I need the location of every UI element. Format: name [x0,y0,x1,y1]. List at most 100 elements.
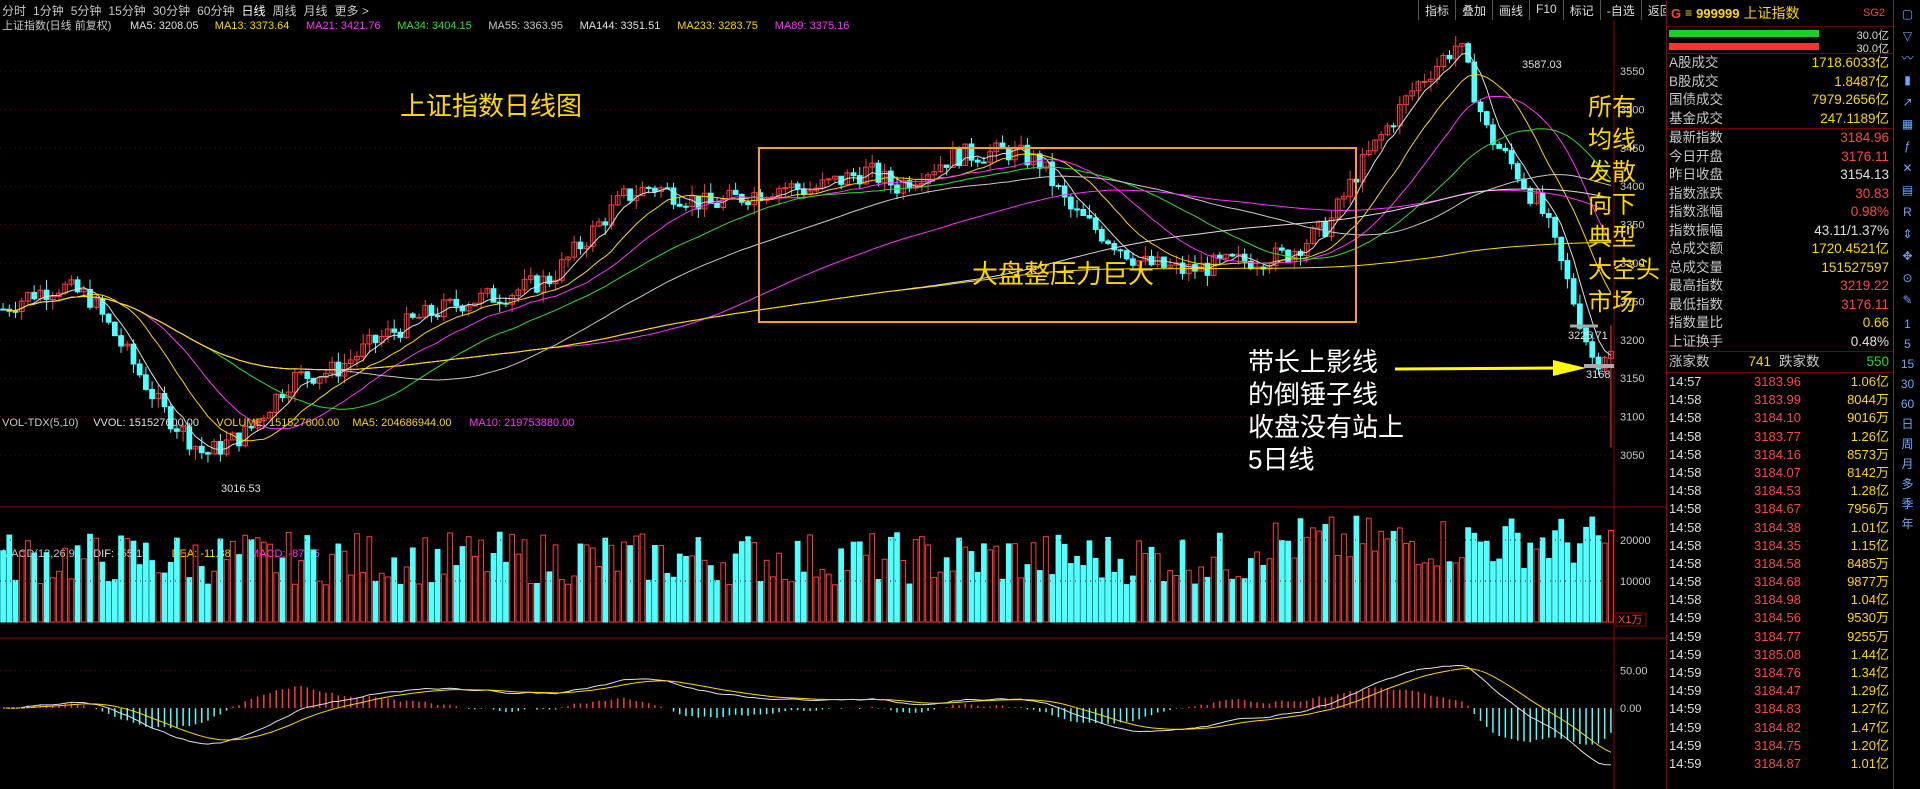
force-bar-row: 30.0亿 [1667,40,1893,55]
pin-icon[interactable]: ⊙ [1902,271,1913,285]
candle-body [217,441,224,455]
tool-button-4[interactable]: 标记 [1562,0,1600,20]
tick-price: 3184.76 [1754,665,1801,680]
period-shortcut[interactable]: 30 [1900,377,1915,391]
volume-bar [589,547,596,623]
candle-body [12,310,19,313]
tab-period-5[interactable]: 60分钟 [197,4,235,18]
candle-body [31,291,38,300]
tab-period-4[interactable]: 30分钟 [152,4,191,18]
candle-body [478,292,484,304]
tick-row: 14:58 3184.53 1.28亿 [1667,482,1893,500]
pen-icon[interactable]: ✎ [1902,293,1913,307]
period-shortcut[interactable]: 60 [1900,397,1915,411]
period-shortcut[interactable]: 月 [1901,457,1914,471]
candle-body [397,331,404,338]
tick-volume: 8573万 [1847,446,1889,462]
arrow-head [1553,360,1586,376]
chart-bar-icon[interactable]: ▮ [1904,73,1911,87]
low-price-label: 3016.53 [221,483,261,495]
tab-period-8[interactable]: 月线 [303,4,328,18]
indicator-value: VOLUME: 151527600.00 [216,417,339,429]
tool-button-3[interactable]: F10 [1529,0,1563,20]
period-shortcut[interactable]: 15 [1900,357,1915,371]
down-icon[interactable]: ▽ [1902,29,1913,43]
tab-period-1[interactable]: 1分钟 [33,4,64,18]
volume-bar [993,545,1000,623]
tick-row: 14:59 3184.77 9255万 [1667,628,1893,646]
scale-icon[interactable]: ⇕ [1902,227,1913,241]
tab-period-3[interactable]: 15分钟 [108,4,146,18]
tool-button-6[interactable]: 返回 [1640,0,1678,20]
candle-body [931,171,938,176]
volume-bar [149,560,155,623]
candle-body [776,188,782,198]
period-shortcut[interactable]: 周 [1901,437,1914,451]
consolidation-box [758,147,1357,323]
tick-volume: 8044万 [1847,392,1889,408]
volume-bar [1539,537,1546,623]
tool-button-0[interactable]: 指标 [1418,0,1455,20]
volume-bar [1459,557,1465,623]
tab-period-2[interactable]: 5分钟 [70,4,102,18]
period-shortcut[interactable]: 季 [1901,497,1914,511]
hammer-note-line: 带长上影线 [1248,347,1378,377]
stat-row: 国债成交 7979.2656亿 [1667,91,1893,110]
volume-bar [1229,578,1236,623]
tick-time: 14:59 [1669,665,1702,680]
candle-body [1595,356,1602,370]
restore-icon[interactable]: ▢ [1901,7,1914,21]
candle-body [1086,214,1093,219]
tick-row: 14:58 3183.77 1.26亿 [1667,428,1893,446]
volume-bar [633,535,640,623]
rsi-icon[interactable]: R [1903,205,1912,219]
volume-bar [1328,516,1335,623]
candle-body [1483,111,1490,126]
period-shortcut[interactable]: 1 [1904,317,1911,331]
period-shortcut[interactable]: 5 [1904,337,1911,351]
fx-icon[interactable]: ƒ [1904,139,1911,153]
period-shortcut[interactable]: 多 [1901,477,1914,491]
volume-bar [1564,542,1571,623]
volume-bar [1136,540,1142,623]
volume-bar [1608,529,1614,623]
stat-row: 昨日收盘 3154.13 [1667,166,1893,185]
volume-bar [1185,569,1192,623]
grid-icon[interactable]: ▦ [1901,117,1914,131]
candle-body [260,417,267,421]
tool-button-5[interactable]: -自选 [1599,0,1641,20]
chart-up-icon[interactable]: ↗ [1902,95,1913,109]
tool-button-1[interactable]: 叠加 [1455,0,1492,20]
volume-bar [1552,530,1558,623]
volume-bar [614,570,621,623]
period-shortcut[interactable]: 日 [1901,417,1914,431]
last-price-label: 3168 [1586,369,1610,381]
tab-period-9[interactable]: 更多 > [334,4,369,18]
volume-bar [1266,558,1273,623]
tool-button-2[interactable]: 画线 [1492,0,1529,20]
kline-chart[interactable]: 3550 3500 3450 3400 3350 3300 3250 3200 3150 3100… [0,20,1666,789]
chart-line-icon[interactable]: 〰 [1901,51,1914,65]
stat-value: 30.83 [1855,185,1889,201]
tick-volume: 1.44亿 [1850,646,1889,662]
tick-list[interactable]: 14:57 3183.96 1.06亿 14:58 3183.99 8044万 14:58 3… [1667,373,1893,773]
tick-row: 14:59 3184.75 1.20亿 [1667,737,1893,755]
tick-row: 14:58 3184.58 8485万 [1667,555,1893,573]
volume-tick: 20000 [1620,535,1651,547]
ma-line [3,128,1612,410]
chart-x-icon[interactable]: ✕ [1902,161,1913,175]
volume-bar [105,581,112,623]
volume-bar [534,582,540,623]
volume-bar [1341,533,1347,623]
tab-period-7[interactable]: 周线 [272,4,297,18]
table-icon[interactable]: ▤ [1901,183,1914,197]
tab-period-0[interactable]: 分时 [2,4,27,18]
volume-bar [683,555,689,623]
move-icon[interactable]: ✥ [1902,249,1913,263]
candle-body [875,162,882,183]
tick-price: 3184.68 [1754,574,1801,590]
period-shortcut[interactable]: 年 [1901,517,1914,531]
volume-bar [801,571,807,623]
trend-note-line: 大空头 [1588,257,1660,284]
tab-period-6[interactable]: 日线 [241,4,266,18]
